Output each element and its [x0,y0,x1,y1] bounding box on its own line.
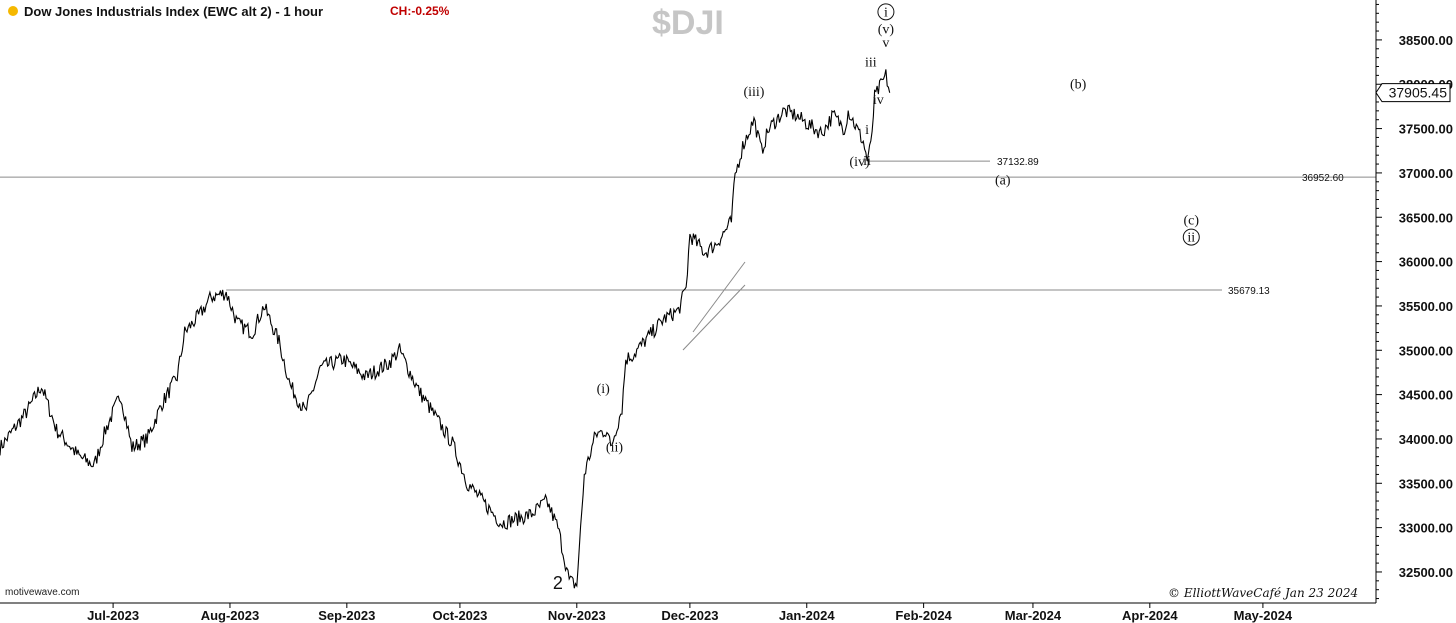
x-tick-label: Mar-2024 [1005,608,1062,623]
wave-label: (ii) [606,440,623,455]
y-tick-label: 35500.00 [1399,299,1453,314]
wave-label-text: i [884,5,888,20]
wave-label: (v) [878,23,895,38]
wave-label: iv [873,93,884,108]
copyright-text: © ElliottWaveCafé Jan 23 2024 [1168,586,1359,600]
y-tick-label: 34500.00 [1399,388,1453,403]
x-tick-label: Apr-2024 [1122,608,1178,623]
x-tick-label: Dec-2023 [661,608,718,623]
x-tick-label: May-2024 [1234,608,1293,623]
change-percent: CH:-0.25% [390,4,450,18]
level-lines: 37132.89 36952.60 35679.13 [0,157,1376,297]
symbol-watermark: $DJI [652,4,724,42]
status-dot-icon [8,6,18,16]
wave-label: ii [863,154,871,169]
wave-labels: 2(i)(ii)(iii)(iv)iiiiiiivv(v)i(a)(b)(c)i… [553,3,1200,593]
x-tick-label: Feb-2024 [895,608,952,623]
y-tick-label: 36500.00 [1399,210,1453,225]
wave-label: (a) [995,173,1011,188]
motivewave-watermark: motivewave.com [5,587,80,598]
wave-circle-icon [1182,228,1200,246]
x-tick-label: Jul-2023 [87,608,139,623]
y-tick-label: 37000.00 [1399,166,1453,181]
wave-label-text: ii [1187,231,1195,246]
level-label: 35679.13 [1228,286,1270,297]
wave-label: (c) [1184,213,1200,228]
last-price-label: 37905.45 [1389,85,1448,101]
channel-line-upper [692,261,746,333]
y-tick-label: 38500.00 [1399,33,1453,48]
wave-label-circled: ii [1182,228,1200,246]
chart-title-text: Dow Jones Industrials Index (EWC alt 2) … [24,4,324,19]
wave-label-circled: i [877,3,895,21]
y-tick-label: 35000.00 [1399,343,1453,358]
price-series [0,69,891,589]
wave-label: i [865,123,869,138]
wave-label: iii [865,56,877,71]
x-tick-label: Nov-2023 [548,608,606,623]
y-tick-label: 33000.00 [1399,521,1453,536]
x-tick-label: Sep-2023 [318,608,375,623]
x-tick-label: Aug-2023 [201,608,260,623]
x-tick-label: Oct-2023 [432,608,487,623]
y-tick-label: 36000.00 [1399,255,1453,270]
y-tick-label: 37500.00 [1399,122,1453,137]
last-price-box [1375,83,1451,103]
x-axis-ticks: Jul-2023 Aug-2023 Sep-2023 Oct-2023 Nov-2023… [87,603,1293,623]
wave-label: (i) [597,382,611,397]
wave-circle-icon [877,3,895,21]
chart-title: Dow Jones Industrials Index (EWC alt 2) … [8,4,323,19]
y-tick-label: 33500.00 [1399,476,1453,491]
y-tick-label: 32500.00 [1399,565,1453,580]
price-line [0,69,891,589]
x-tick-label: Jan-2024 [779,608,835,623]
y-tick-label: 34000.00 [1399,432,1453,447]
trend-channel [682,261,746,351]
level-label: 37132.89 [997,157,1039,168]
wave-label: (b) [1070,78,1087,93]
wave-label: (iii) [743,85,764,100]
wave-label: 2 [553,573,563,593]
wave-label: (iv) [849,155,870,170]
last-price-tag: 37905.45 [1375,83,1451,103]
level-label: 36952.60 [1302,173,1344,184]
channel-line-lower [682,284,746,351]
wave-label: v [882,36,889,51]
